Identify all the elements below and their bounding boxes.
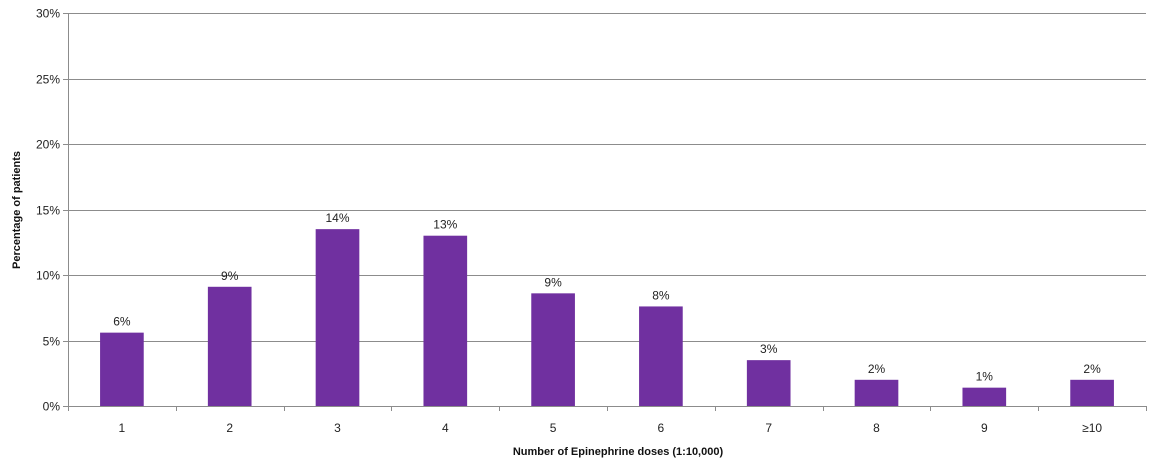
x-axis [63, 13, 1147, 411]
bar-6 [639, 306, 683, 406]
x-tick-label: 2 [226, 421, 233, 435]
y-tick-label: 30% [36, 7, 60, 21]
y-tick-label: 5% [43, 335, 61, 349]
x-axis-title: Number of Epinephrine doses (1:10,000) [513, 446, 724, 458]
data-label: 9% [221, 269, 239, 283]
y-tick-label: 10% [36, 269, 60, 283]
data-label: 6% [113, 315, 131, 329]
y-tick-label: 20% [36, 138, 60, 152]
bar-3 [315, 229, 360, 406]
bar-7 [746, 360, 791, 406]
data-label: 2% [868, 362, 886, 376]
x-axis-tick-labels: 1 2 3 4 5 6 7 8 9 ≥10 [119, 421, 1103, 435]
data-label: 2% [1083, 362, 1101, 376]
x-tick-label: ≥10 [1082, 421, 1102, 435]
x-tick-label: 9 [981, 421, 988, 435]
bar-9 [962, 387, 1007, 406]
data-label: 14% [325, 211, 349, 225]
y-tick-label: 15% [36, 204, 60, 218]
x-tick-label: 6 [658, 421, 665, 435]
x-tick-label: 3 [334, 421, 341, 435]
bar-5 [531, 293, 575, 406]
data-label: 3% [760, 342, 778, 356]
x-tick-label: 8 [873, 421, 880, 435]
x-tick-label: 5 [550, 421, 557, 435]
data-label: 9% [544, 275, 562, 289]
x-tick-label: 7 [765, 421, 772, 435]
bar-2 [207, 286, 252, 406]
y-axis-tick-labels: 0% 5% 10% 15% 20% 25% 30% [36, 7, 60, 414]
bars [100, 229, 1114, 406]
bar-4 [423, 235, 468, 406]
data-label: 8% [652, 288, 670, 302]
data-label: 13% [433, 218, 457, 232]
gridlines [68, 13, 1146, 342]
data-label: 1% [976, 370, 994, 384]
x-tick-label: 1 [119, 421, 126, 435]
x-tick-label: 4 [442, 421, 449, 435]
data-labels: 6% 9% 14% 13% 9% 8% 3% 2% 1% 2% [113, 211, 1101, 384]
y-tick-label: 0% [43, 400, 61, 414]
bar-≥10 [1070, 379, 1114, 406]
bar-1 [100, 332, 144, 406]
y-tick-label: 25% [36, 73, 60, 87]
y-axis-title: Percentage of patients [11, 151, 23, 269]
bar-8 [854, 379, 899, 406]
